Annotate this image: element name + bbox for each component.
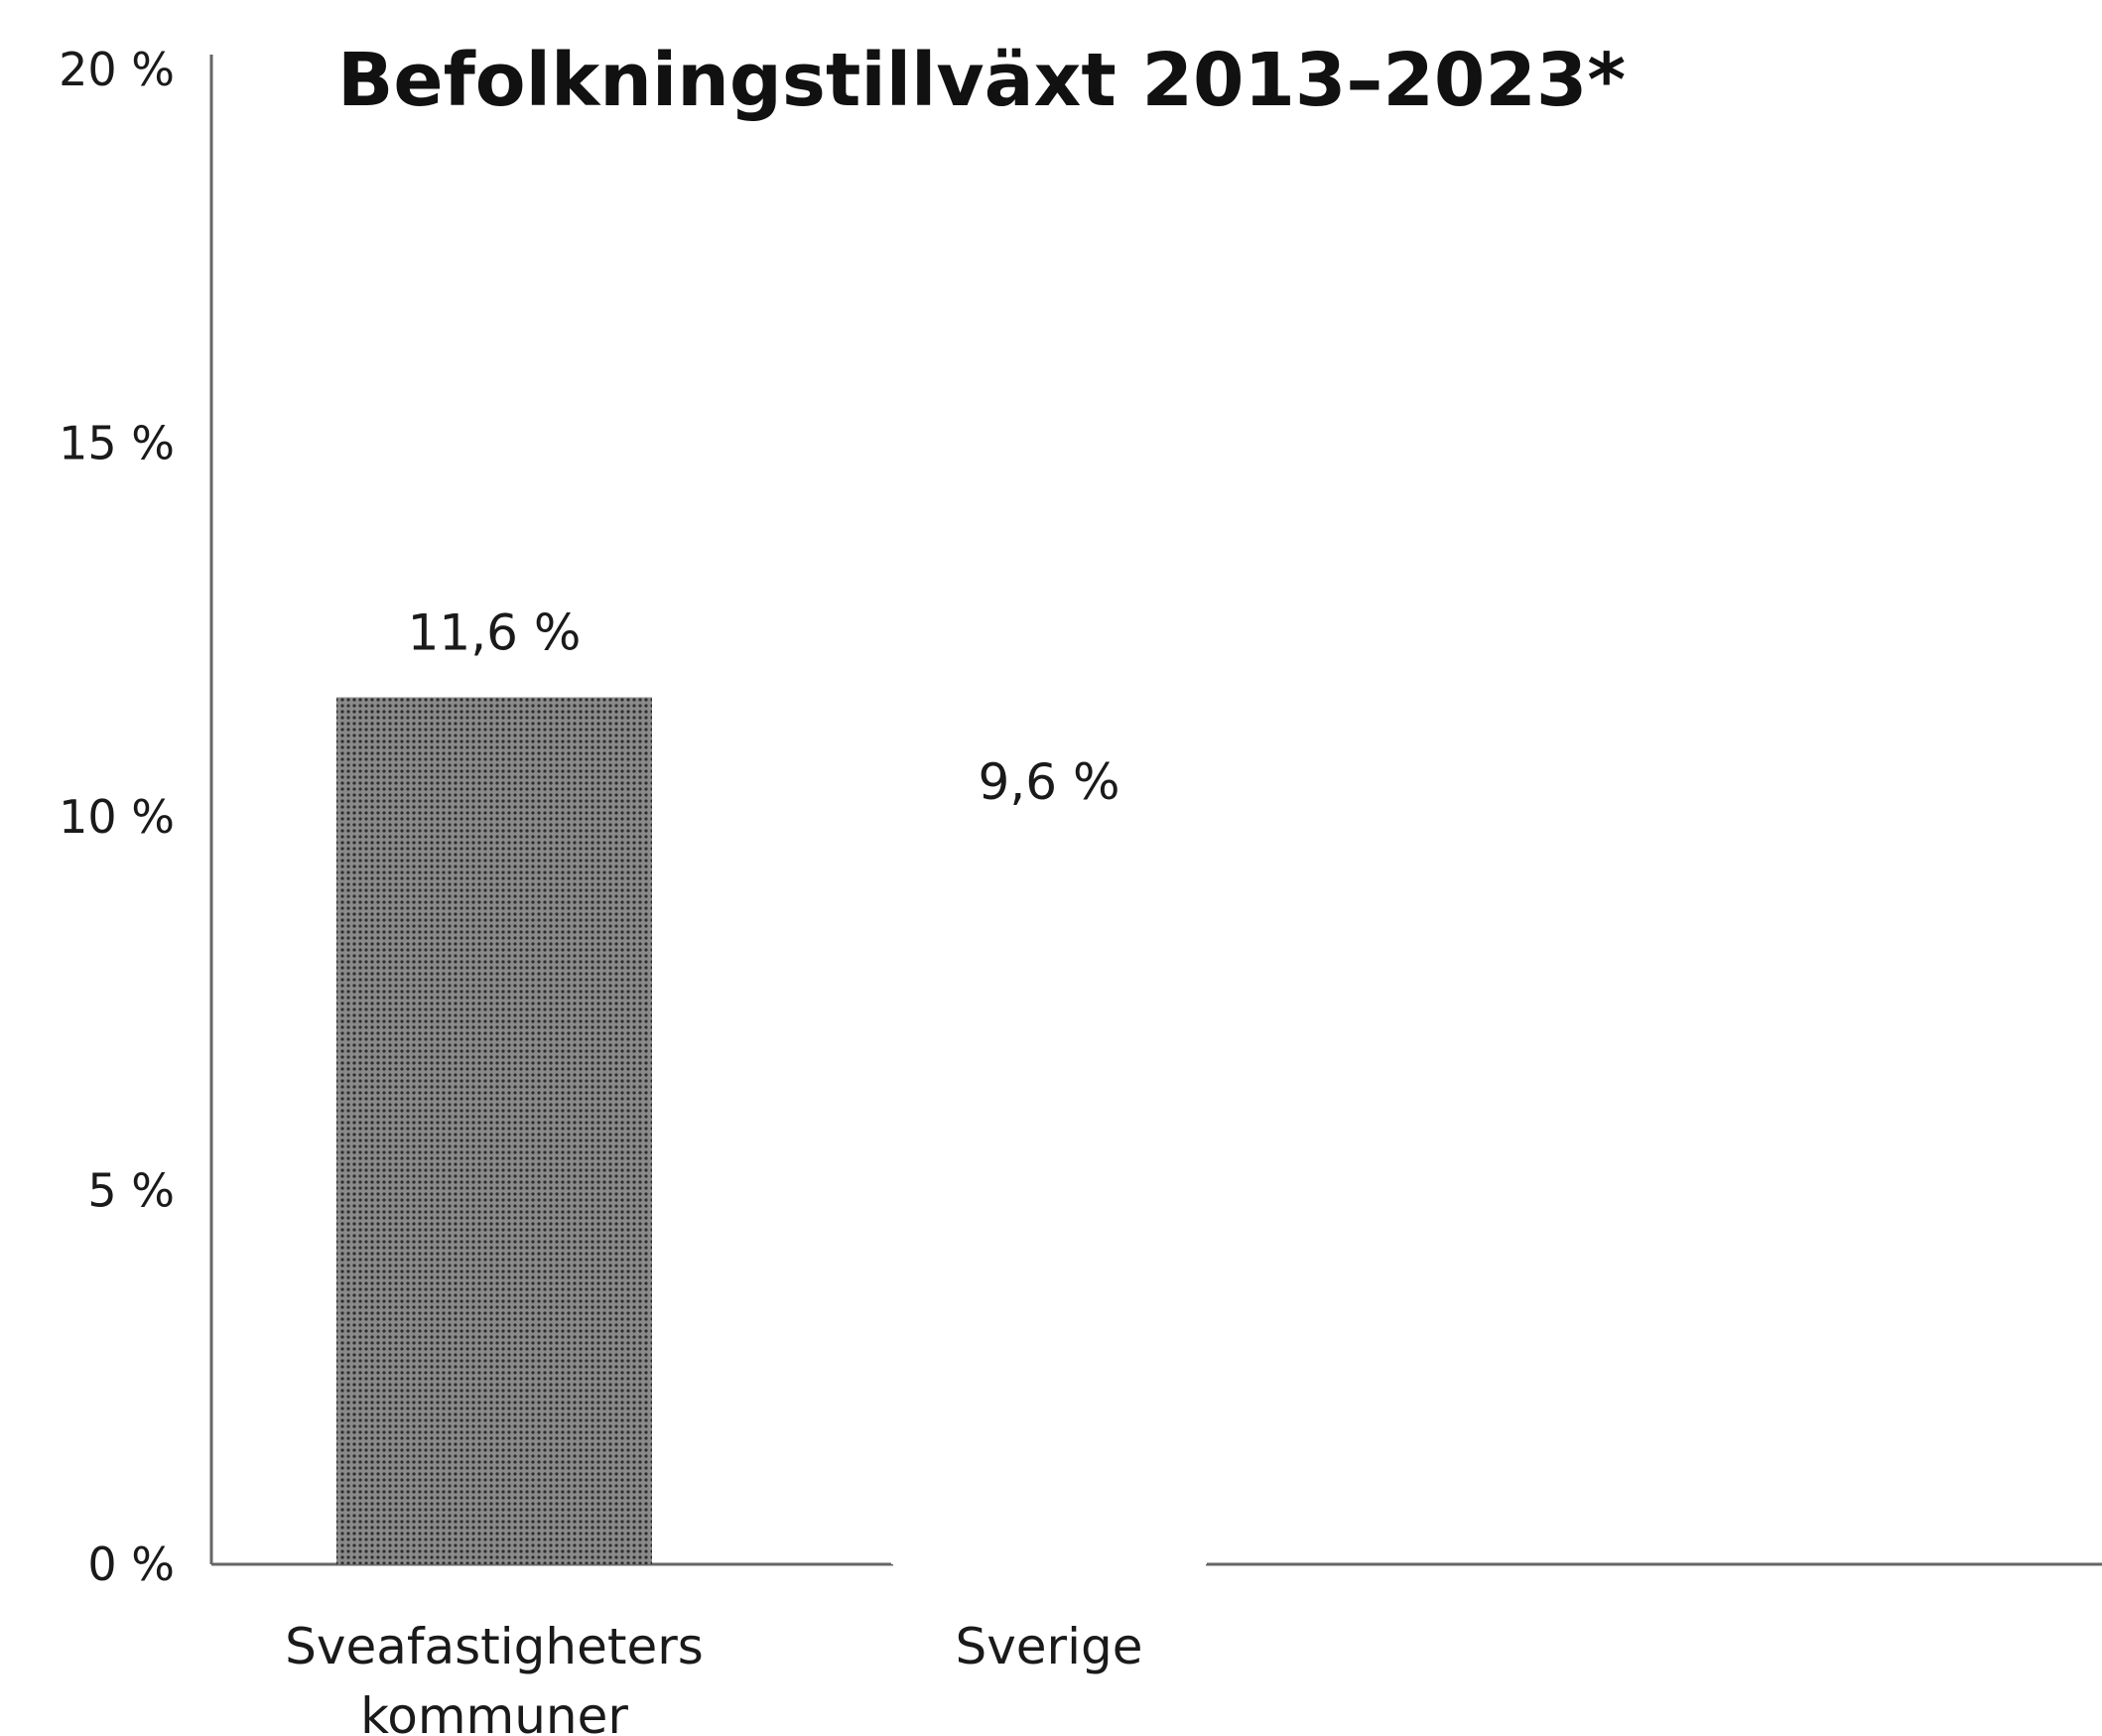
y-tick-label: 10 % [59,790,175,844]
category-label: Sverige [955,1618,1142,1675]
y-tick-label: 20 % [59,43,175,96]
y-tick-label: 5 % [87,1164,175,1218]
y-tick-label: 15 % [59,417,175,470]
value-label: 11,6 % [408,604,582,662]
y-axis-ticks: 0 % 5 % 10 % 15 % 20 % [59,43,175,1591]
bars [336,697,1207,1564]
bar-2 [891,847,1207,1564]
category-label: kommuner [360,1687,628,1736]
category-labels: Sveafastigheters kommuner Sverige [285,1618,1142,1736]
bar-1 [336,697,652,1564]
y-tick-label: 0 % [87,1537,175,1591]
chart-title: Befolkningstillväxt 2013–2023* [337,38,1626,123]
value-labels: 11,6 % 9,6 % [408,604,1120,812]
value-label: 9,6 % [979,753,1120,811]
category-label: Sveafastigheters [285,1618,704,1675]
